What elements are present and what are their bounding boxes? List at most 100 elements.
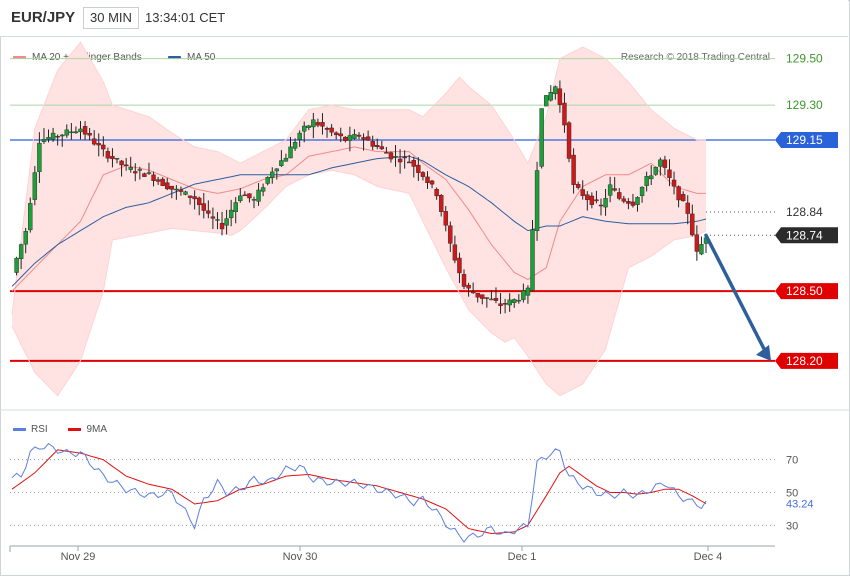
candle-body bbox=[105, 151, 111, 159]
candle-body bbox=[607, 184, 613, 196]
candle-body bbox=[297, 132, 302, 140]
candle-body bbox=[585, 194, 590, 201]
candle-body bbox=[333, 132, 339, 136]
candle-body bbox=[680, 194, 686, 202]
candle-body bbox=[119, 160, 124, 166]
symbol-label: EUR/JPY bbox=[11, 9, 76, 26]
candle-body bbox=[658, 159, 663, 167]
candle-body bbox=[55, 136, 60, 138]
candle-body bbox=[133, 171, 138, 174]
candle-body bbox=[470, 291, 476, 294]
candle-body bbox=[78, 128, 83, 133]
candle-body bbox=[60, 134, 65, 137]
candle-body bbox=[320, 122, 325, 127]
candle-body bbox=[512, 299, 517, 303]
candle-body bbox=[206, 210, 211, 214]
candle-body bbox=[302, 125, 307, 132]
candle-body bbox=[525, 287, 531, 296]
clock-label: 13:34:01 CET bbox=[145, 10, 226, 25]
rsi-tick-label: 70 bbox=[786, 455, 798, 467]
candle-body bbox=[553, 86, 558, 95]
candle-body bbox=[32, 172, 38, 200]
rsi-ma-line bbox=[11, 449, 707, 535]
projection-arrow-shaft bbox=[704, 233, 767, 353]
candle-body bbox=[557, 88, 563, 105]
candle-body bbox=[603, 198, 608, 208]
projection-arrow-head bbox=[756, 344, 771, 361]
candle-body bbox=[260, 187, 266, 192]
rsi-ma-legend-label: 9MA bbox=[86, 424, 108, 435]
x-tick-label: Dec 1 bbox=[508, 551, 537, 563]
rsi-tick-label: 50 bbox=[786, 488, 798, 500]
candle-body bbox=[402, 156, 407, 159]
candle-body bbox=[649, 175, 654, 180]
rsi-current-value: 43.24 bbox=[786, 499, 814, 511]
candle-body bbox=[64, 129, 69, 136]
candle-body bbox=[288, 146, 293, 159]
candle-body bbox=[580, 189, 585, 196]
candle-body bbox=[612, 188, 617, 191]
candle-body bbox=[375, 145, 380, 147]
candle-body bbox=[690, 213, 695, 236]
candle-body bbox=[443, 211, 448, 226]
candle-body bbox=[228, 209, 234, 219]
candle-body bbox=[87, 133, 92, 136]
candle-body bbox=[82, 126, 88, 135]
candle-body bbox=[155, 179, 161, 182]
candle-body bbox=[438, 195, 444, 212]
ma50-swatch bbox=[168, 55, 181, 59]
candle-body bbox=[174, 188, 179, 191]
candle-body bbox=[292, 142, 298, 149]
candle-body bbox=[539, 108, 544, 167]
candle-body bbox=[411, 160, 416, 167]
candle-body bbox=[101, 144, 106, 150]
candle-body bbox=[251, 199, 257, 201]
rsi-swatch bbox=[13, 427, 26, 431]
timeframe-selector[interactable]: 30 MIN bbox=[83, 7, 139, 29]
candle-body bbox=[699, 244, 704, 255]
candle-body bbox=[324, 128, 330, 130]
price-label-129-50: 129.50 bbox=[786, 52, 823, 66]
candle-body bbox=[461, 274, 467, 287]
candle-body bbox=[365, 136, 371, 141]
candle-body bbox=[352, 134, 357, 139]
candle-body bbox=[685, 202, 690, 214]
candle-body bbox=[137, 169, 143, 171]
candle-body bbox=[242, 194, 248, 197]
candle-body bbox=[69, 131, 74, 134]
price-label-128-50: 128.50 bbox=[786, 284, 823, 298]
candle-body bbox=[562, 102, 567, 126]
candle-body bbox=[448, 225, 453, 244]
candle-body bbox=[475, 292, 480, 298]
candle-body bbox=[274, 168, 280, 172]
rsi-legend-label: RSI bbox=[31, 424, 48, 435]
candle-body bbox=[589, 195, 595, 205]
candle-body bbox=[571, 154, 576, 185]
candle-body bbox=[265, 177, 270, 184]
candle-body bbox=[694, 234, 700, 252]
candle-body bbox=[416, 164, 421, 173]
candle-body bbox=[534, 170, 540, 231]
ma50-line bbox=[11, 155, 707, 287]
price-tag-bg-129-15 bbox=[775, 131, 838, 148]
candle-body bbox=[393, 156, 398, 158]
candle-body bbox=[238, 195, 243, 202]
candle-body bbox=[507, 299, 512, 306]
bollinger-band-fill bbox=[12, 42, 706, 396]
candle-body bbox=[41, 138, 47, 142]
chart-header: EUR/JPY 30 MIN 13:34:01 CET bbox=[0, 0, 848, 37]
candle-body bbox=[407, 161, 412, 164]
price-tag-bg-128-20 bbox=[775, 352, 838, 369]
candle-body bbox=[146, 172, 152, 174]
candle-body bbox=[91, 138, 97, 145]
candle-body bbox=[370, 141, 375, 147]
candle-body bbox=[498, 303, 503, 307]
candle-body bbox=[521, 290, 526, 300]
candle-body bbox=[484, 297, 490, 299]
candle-body bbox=[425, 176, 430, 183]
candle-body bbox=[379, 146, 385, 150]
candle-body bbox=[46, 137, 51, 140]
bollinger-upper-line bbox=[11, 41, 706, 315]
bollinger-lower-line bbox=[11, 169, 707, 397]
